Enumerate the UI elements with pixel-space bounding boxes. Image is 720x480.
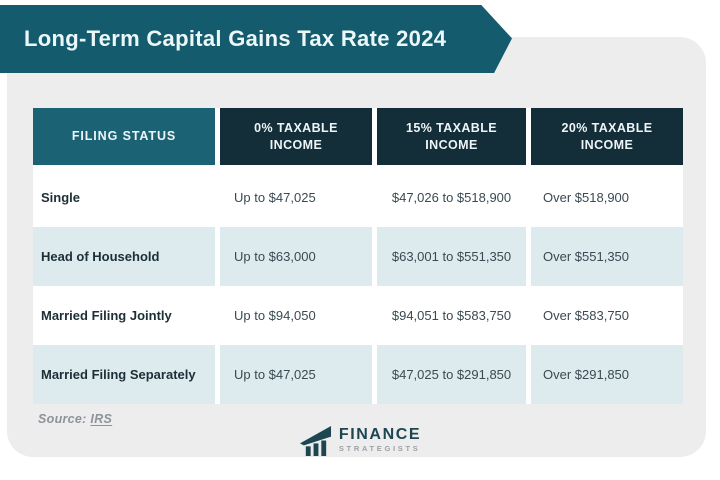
cell-15-percent-income: $94,051 to $583,750 <box>377 286 526 345</box>
table-header-row: FILING STATUS 0% TAXABLE INCOME 15% TAXA… <box>33 108 683 165</box>
source-link[interactable]: IRS <box>90 412 113 426</box>
cell-0-percent-income: Up to $47,025 <box>220 345 372 404</box>
cell-20-percent-income: Over $583,750 <box>531 286 683 345</box>
table-row-married-separately: Married Filing Separately Up to $47,025 … <box>33 345 683 404</box>
title-banner: Long-Term Capital Gains Tax Rate 2024 <box>0 5 512 73</box>
cell-0-percent-income: Up to $94,050 <box>220 286 372 345</box>
logo-wordmark: FINANCE STRATEGISTS <box>339 424 421 453</box>
cell-20-percent-income: Over $518,900 <box>531 168 683 227</box>
column-header-20-percent: 20% TAXABLE INCOME <box>531 108 683 165</box>
cell-filing-status: Head of Household <box>33 227 215 286</box>
cell-15-percent-income: $63,001 to $551,350 <box>377 227 526 286</box>
cell-filing-status: Married Filing Jointly <box>33 286 215 345</box>
table-row-head-of-household: Head of Household Up to $63,000 $63,001 … <box>33 227 683 286</box>
table-row-single: Single Up to $47,025 $47,026 to $518,900… <box>33 168 683 227</box>
cell-0-percent-income: Up to $47,025 <box>220 168 372 227</box>
page-title: Long-Term Capital Gains Tax Rate 2024 <box>24 26 447 51</box>
column-header-15-percent: 15% TAXABLE INCOME <box>377 108 526 165</box>
cell-filing-status: Married Filing Separately <box>33 345 215 404</box>
logo-secondary-text: STRATEGISTS <box>338 444 421 453</box>
cell-20-percent-income: Over $291,850 <box>531 345 683 404</box>
finance-strategists-logo: FINANCE STRATEGISTS <box>0 424 720 457</box>
cell-filing-status: Single <box>33 168 215 227</box>
column-header-filing-status: FILING STATUS <box>33 108 215 165</box>
table-row-married-jointly: Married Filing Jointly Up to $94,050 $94… <box>33 286 683 345</box>
logo-primary-text: FINANCE <box>338 426 422 443</box>
column-header-0-percent: 0% TAXABLE INCOME <box>220 108 372 165</box>
bar-chart-logo-icon <box>299 424 332 457</box>
cell-15-percent-income: $47,026 to $518,900 <box>377 168 526 227</box>
cell-20-percent-income: Over $551,350 <box>531 227 683 286</box>
cell-15-percent-income: $47,025 to $291,850 <box>377 345 526 404</box>
source-label: Source: <box>38 412 87 426</box>
source-note: Source: IRS <box>38 412 112 426</box>
cell-0-percent-income: Up to $63,000 <box>220 227 372 286</box>
tax-rate-table: FILING STATUS 0% TAXABLE INCOME 15% TAXA… <box>33 108 683 404</box>
